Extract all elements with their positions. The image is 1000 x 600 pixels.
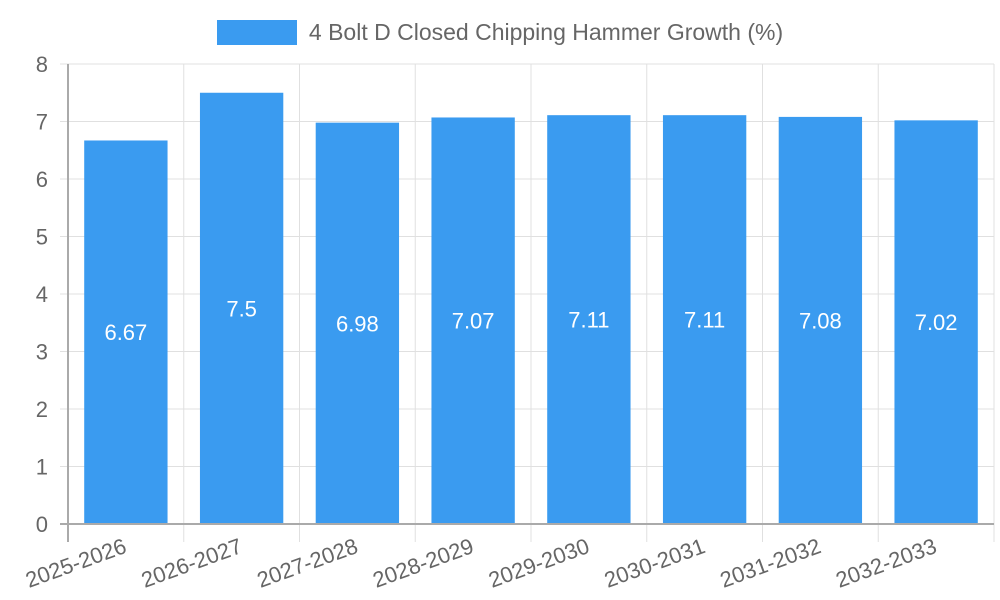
x-axis-ticks: 2025-2026 2026-2027 2027-2028 2028-2029 2029…	[22, 533, 940, 592]
x-tick-label: 2025-2026	[22, 533, 129, 592]
bar	[778, 116, 863, 525]
data-label: 7.5	[226, 296, 257, 321]
data-labels: 6.67 7.5 6.98 7.07 7.11 7.11 7.08 7.02	[104, 296, 957, 345]
y-axis-ticks: 0 1 2 3 4 5 6 7 8	[36, 52, 48, 537]
data-label: 6.67	[104, 320, 147, 345]
bar	[662, 115, 747, 525]
y-tick-label: 3	[36, 340, 48, 365]
y-tick-label: 1	[36, 455, 48, 480]
x-tick-label: 2032-2033	[832, 533, 939, 592]
x-tick-label: 2028-2029	[369, 533, 476, 592]
bar	[199, 92, 284, 524]
y-tick-label: 2	[36, 397, 48, 422]
bar	[84, 140, 168, 524]
axes	[60, 64, 994, 542]
x-tick-label: 2031-2032	[717, 533, 824, 592]
x-tick-label: 2030-2031	[601, 533, 708, 592]
legend-label: 4 Bolt D Closed Chipping Hammer Growth (…	[308, 19, 784, 45]
chart-legend[interactable]: 4 Bolt D Closed Chipping Hammer Growth (…	[0, 19, 1000, 46]
y-tick-label: 0	[36, 512, 48, 537]
x-tick-label: 2027-2028	[254, 533, 361, 592]
bar	[547, 115, 631, 525]
data-label: 7.11	[568, 308, 609, 333]
y-tick-label: 7	[36, 110, 48, 135]
legend-swatch	[216, 20, 297, 45]
data-label: 6.98	[336, 311, 379, 336]
y-tick-label: 4	[36, 282, 48, 307]
bar	[431, 117, 515, 524]
bar	[894, 120, 978, 524]
x-tick-label: 2029-2030	[485, 533, 592, 592]
y-tick-label: 6	[36, 167, 48, 192]
y-tick-label: 5	[36, 225, 48, 250]
data-label: 7.11	[684, 308, 725, 333]
data-label: 7.08	[799, 308, 842, 333]
data-label: 7.02	[915, 310, 958, 335]
y-tick-label: 8	[36, 52, 48, 77]
bars-group	[84, 92, 978, 525]
data-label: 7.07	[452, 309, 495, 334]
x-tick-label: 2026-2027	[138, 533, 245, 592]
bar	[315, 122, 400, 525]
